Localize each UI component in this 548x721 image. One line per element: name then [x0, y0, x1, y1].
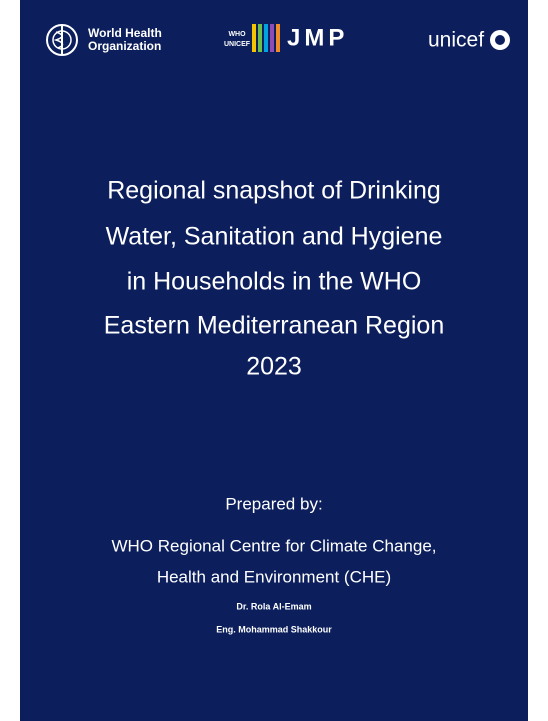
- title-line: in Households in the WHO: [127, 268, 422, 296]
- title-line: 2023: [246, 353, 302, 381]
- who-name: World Health: [88, 26, 162, 40]
- jmp-logo: JMP: [287, 24, 348, 51]
- jmp-bars: [252, 24, 280, 52]
- prepared-by: Prepared by:: [225, 494, 322, 513]
- title-line: Regional snapshot of Drinking: [107, 177, 441, 205]
- cover-background: [20, 0, 528, 721]
- title-line: Water, Sanitation and Hygiene: [106, 223, 443, 251]
- unicef-emblem: [495, 35, 505, 45]
- who-emblem: [46, 24, 78, 56]
- author: Eng. Mohammad Shakkour: [216, 624, 332, 634]
- who-name: Organization: [88, 39, 161, 53]
- organization-line: Health and Environment (CHE): [157, 567, 391, 586]
- jmp-partner: WHO: [228, 31, 246, 38]
- author: Dr. Rola Al-Emam: [236, 601, 311, 611]
- organization-line: WHO Regional Centre for Climate Change,: [111, 536, 436, 555]
- unicef-logo: unicef: [428, 29, 484, 52]
- jmp-partner: UNICEF: [224, 41, 251, 48]
- title-line: Eastern Mediterranean Region: [104, 312, 444, 340]
